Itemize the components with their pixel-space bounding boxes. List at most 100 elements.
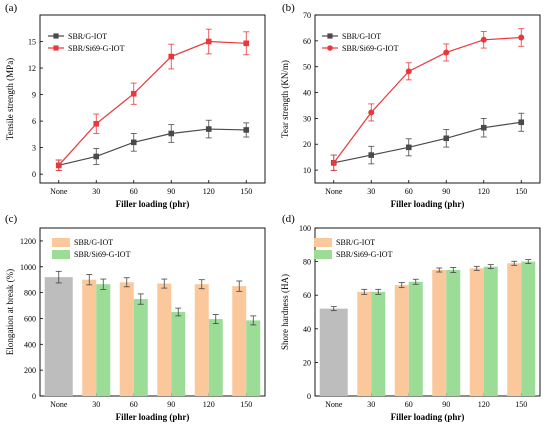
chart-panel-1: (a) 0 3 6 9 12 15 None 30 60 90 120 150 Filler loadin… xyxy=(5,2,266,209)
x-tick-label: None xyxy=(325,400,343,409)
y-tick-label: 20 xyxy=(303,358,311,367)
bar-si69-g-iot xyxy=(171,312,186,396)
bar-g-iot xyxy=(357,291,372,396)
data-point xyxy=(168,130,175,137)
x-axis-label: Filler loading (phr) xyxy=(391,199,465,209)
legend-marker xyxy=(327,45,333,51)
y-tick-label: 80 xyxy=(303,258,311,267)
y-tick-label: 1000 xyxy=(20,263,36,272)
y-tick-label: 200 xyxy=(24,366,36,375)
axis-frame xyxy=(314,14,541,184)
data-point xyxy=(518,119,525,126)
data-point xyxy=(168,53,175,60)
x-axis-label: Filler loading (phr) xyxy=(391,412,465,422)
data-point xyxy=(405,68,412,75)
legend-marker xyxy=(53,45,59,51)
y-tick-label: 15 xyxy=(28,38,36,47)
data-point xyxy=(243,127,250,133)
bar-si69-g-iot xyxy=(446,270,461,396)
panel-label: (a) xyxy=(5,2,18,14)
legend-label: SBR/G-IOT xyxy=(336,238,375,247)
data-point xyxy=(368,152,375,158)
y-tick-label: 30 xyxy=(303,114,311,123)
y-tick-label: 40 xyxy=(303,89,311,98)
bar-si69-g-iot xyxy=(96,284,111,396)
legend-label: SBR/G-IOT xyxy=(74,238,113,247)
legend-swatch xyxy=(314,238,332,247)
y-axis-label: Shore hardness (HA) xyxy=(280,274,290,350)
x-tick-label: 30 xyxy=(92,400,100,409)
legend-marker xyxy=(327,33,333,39)
x-tick-label: 30 xyxy=(92,187,100,196)
x-tick-label: 150 xyxy=(515,400,527,409)
legend-label: SBR/Si69-G-IOT xyxy=(336,250,393,259)
bar-si69-g-iot xyxy=(208,319,223,396)
x-tick-label: 30 xyxy=(367,187,375,196)
chart-panel-4: (d) 0 20 40 60 80 100 None 30 60 90 120 150 Filler lo… xyxy=(280,213,541,422)
y-tick-label: 6 xyxy=(32,117,36,126)
y-tick-label: 0 xyxy=(307,392,311,401)
y-tick-label: 50 xyxy=(303,63,311,72)
axis-frame xyxy=(314,227,541,397)
y-tick-label: 60 xyxy=(303,37,311,46)
series-line-2 xyxy=(58,40,247,166)
x-tick-label: 150 xyxy=(515,187,527,196)
x-axis-label: Filler loading (phr) xyxy=(116,199,190,209)
bar-g-iot xyxy=(469,268,484,396)
panel-label: (c) xyxy=(5,213,18,225)
x-tick-label: 90 xyxy=(167,400,175,409)
x-tick-label: 60 xyxy=(405,187,413,196)
bar-baseline xyxy=(44,277,73,396)
y-axis-label: Tear strength (KN/m) xyxy=(280,60,290,138)
x-tick-label: 90 xyxy=(167,187,175,196)
panel-label: (b) xyxy=(282,2,295,14)
bar-si69-g-iot xyxy=(521,261,536,396)
series-line-1 xyxy=(58,128,247,166)
data-point xyxy=(130,90,137,97)
x-tick-label: 120 xyxy=(478,400,490,409)
chart-panel-3: (c) 0 200 400 600 800 1000 1200 None 30 60 90 120 150… xyxy=(5,213,266,422)
legend-swatch xyxy=(52,238,70,247)
data-point xyxy=(130,139,137,146)
x-tick-label: 120 xyxy=(478,187,490,196)
data-point xyxy=(205,126,212,132)
y-tick-label: 60 xyxy=(303,291,311,300)
legend-label: SBR/Si69-G-IOT xyxy=(68,44,125,53)
y-tick-label: 100 xyxy=(299,224,311,233)
y-tick-label: 0 xyxy=(32,392,36,401)
axis-frame xyxy=(39,14,266,184)
legend-swatch xyxy=(52,250,70,259)
data-point xyxy=(93,120,100,127)
y-tick-label: 800 xyxy=(24,289,36,298)
bar-g-iot xyxy=(194,284,209,396)
legend-marker xyxy=(53,33,59,39)
bar-g-iot xyxy=(157,283,172,396)
x-tick-label: 60 xyxy=(130,400,138,409)
legend-swatch xyxy=(314,250,332,259)
x-tick-label: None xyxy=(50,400,68,409)
legend-label: SBR/G-IOT xyxy=(68,32,107,41)
bar-baseline xyxy=(319,308,348,396)
y-tick-label: 10 xyxy=(303,166,311,175)
panel-label: (d) xyxy=(282,213,295,225)
y-axis-label: Elongation at break (%) xyxy=(5,269,15,355)
data-point xyxy=(480,124,487,131)
bar-g-iot xyxy=(82,279,97,396)
x-axis-label: Filler loading (phr) xyxy=(116,412,190,422)
bar-si69-g-iot xyxy=(133,299,148,396)
y-tick-label: 3 xyxy=(32,144,36,153)
y-axis-label: Tensile strength (MPa) xyxy=(5,58,15,140)
y-tick-label: 12 xyxy=(28,64,36,73)
bar-g-iot xyxy=(507,263,522,396)
y-tick-label: 0 xyxy=(32,170,36,179)
x-tick-label: 120 xyxy=(203,187,215,196)
chart-panel-2: (b) 10 20 30 40 50 60 70 None 30 60 90 120 150 Filler … xyxy=(280,2,541,209)
legend-label: SBR/G-IOT xyxy=(342,32,381,41)
data-point xyxy=(480,36,487,43)
x-tick-label: 30 xyxy=(367,400,375,409)
x-tick-label: 150 xyxy=(240,400,252,409)
bar-g-iot xyxy=(232,286,247,396)
data-point xyxy=(330,159,337,166)
data-point xyxy=(443,135,450,142)
y-tick-label: 1200 xyxy=(20,237,36,246)
